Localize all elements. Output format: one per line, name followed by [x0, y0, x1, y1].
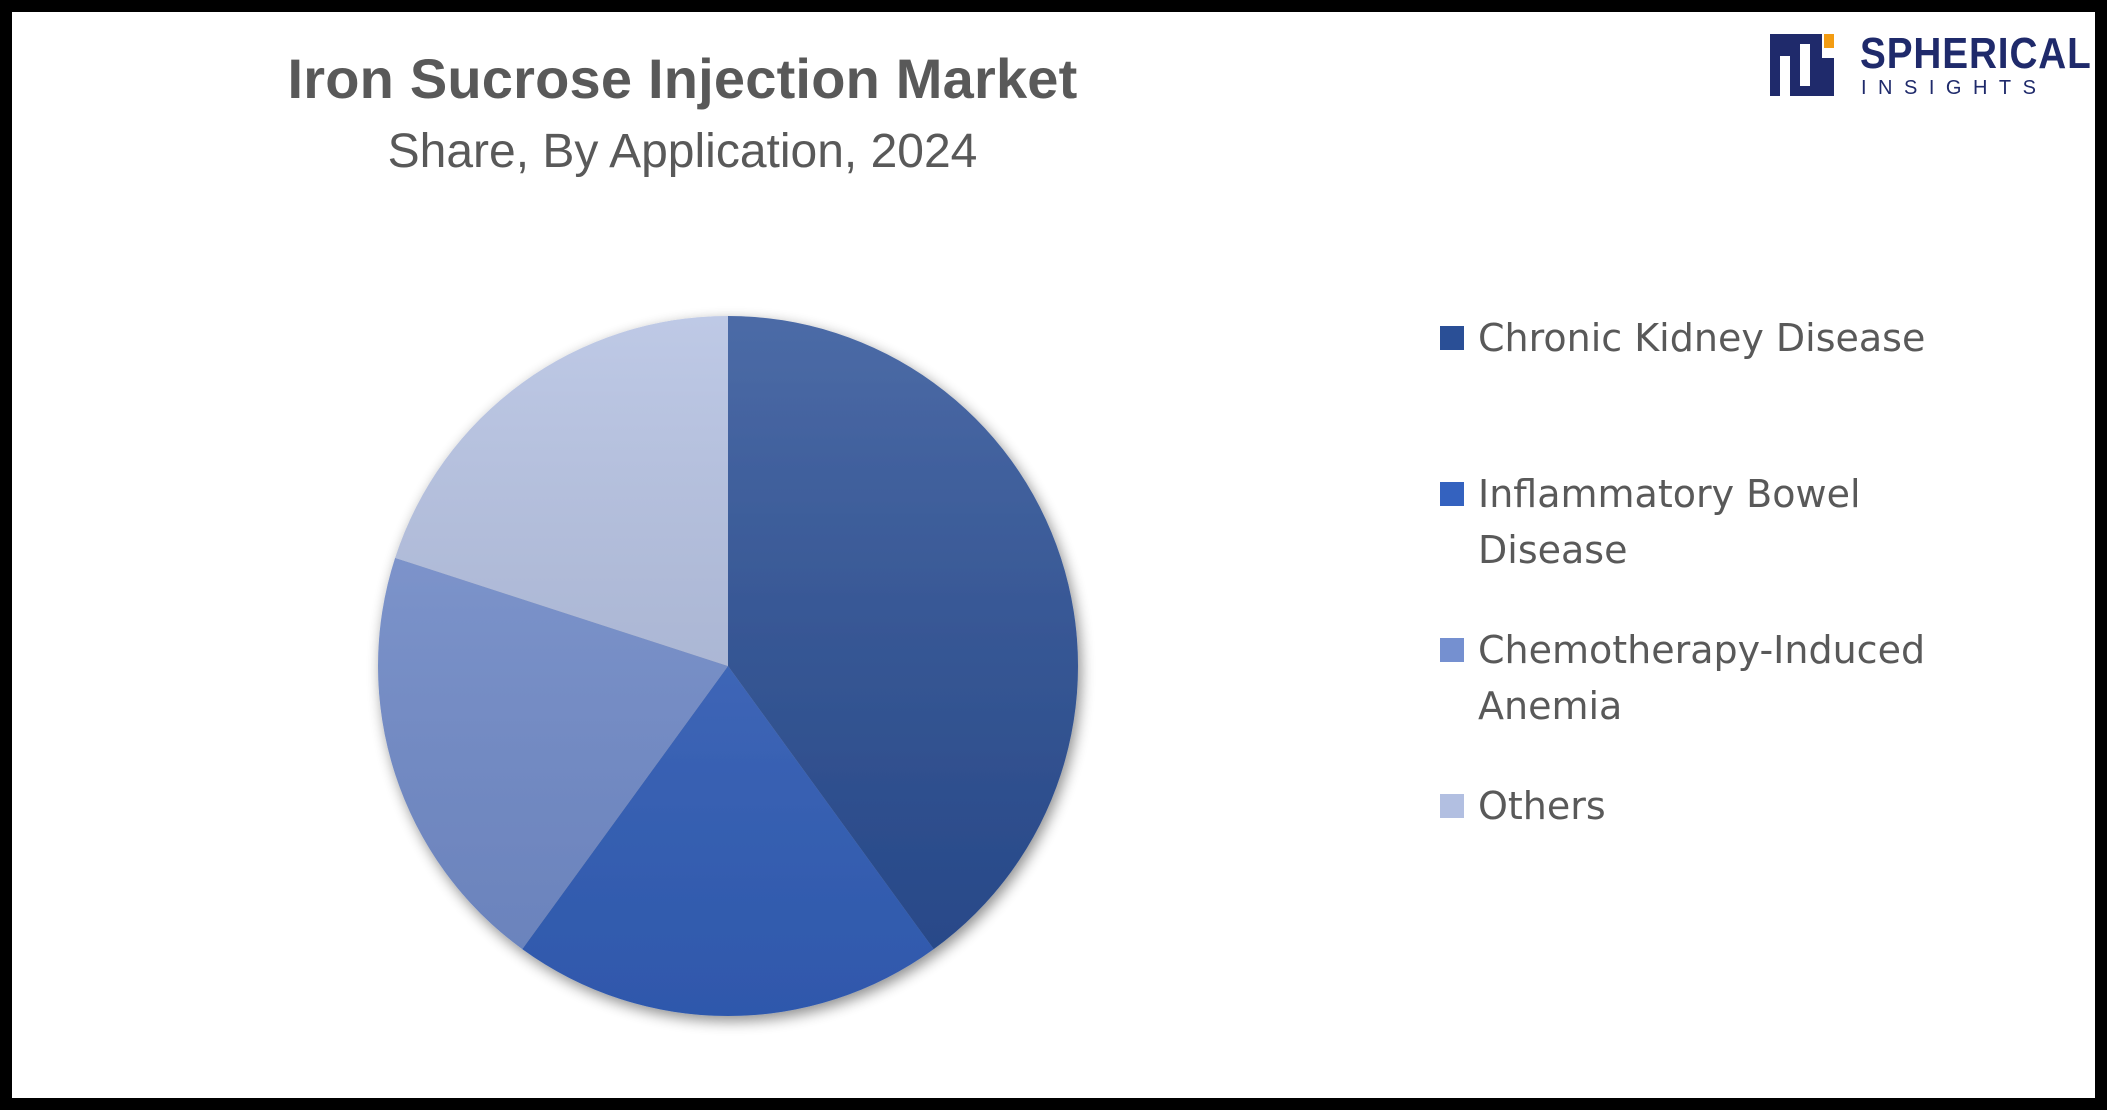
chart-title: Iron Sucrose Injection Market: [287, 47, 1078, 110]
legend-item-others: Others: [1440, 778, 1978, 834]
legend-label: Inflammatory Bowel Disease: [1478, 472, 1861, 572]
chart-subtitle: Share, By Application, 2024: [387, 125, 978, 178]
brand-logo: SPHERICAL INSIGHTS: [1770, 32, 2091, 102]
legend-label: Others: [1478, 784, 1606, 828]
legend-label: Chronic Kidney Disease: [1478, 316, 1926, 360]
brand-name: SPHERICAL: [1860, 29, 2092, 78]
brand-tagline: INSIGHTS: [1861, 77, 2048, 99]
brand-logo-icon: [1770, 34, 1834, 96]
legend-item-chronic-kidney-disease: Chronic Kidney Disease: [1440, 310, 1978, 366]
legend-item-chemotherapy-induced-anemia: Chemotherapy-Induced Anemia: [1440, 622, 1978, 734]
legend-swatch: [1440, 638, 1464, 662]
legend-swatch: [1440, 794, 1464, 818]
legend-item-inflammatory-bowel-disease: Inflammatory Bowel Disease: [1440, 466, 1978, 578]
legend-swatch: [1440, 326, 1464, 350]
legend-swatch: [1440, 482, 1464, 506]
pie-shading: [378, 316, 1078, 1016]
legend-label: Chemotherapy-Induced Anemia: [1478, 628, 1926, 728]
